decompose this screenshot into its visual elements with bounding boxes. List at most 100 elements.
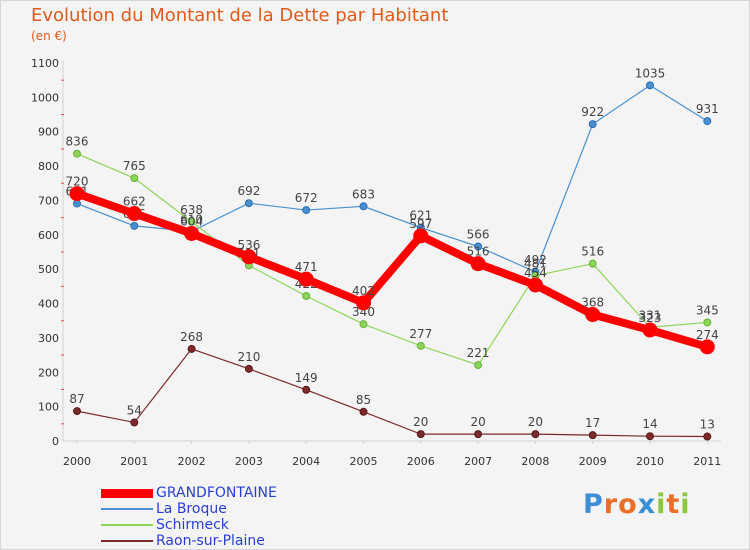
- legend-label: La Broque: [156, 501, 227, 517]
- data-point-la-broque: [588, 120, 597, 129]
- y-tick-label: 500: [38, 263, 59, 276]
- data-label-raon-sur-plaine: 20: [413, 415, 428, 429]
- data-label-raon-sur-plaine: 210: [237, 350, 260, 364]
- data-point-la-broque: [244, 199, 253, 208]
- data-label-raon-sur-plaine: 87: [69, 392, 84, 406]
- data-point-la-broque: [130, 221, 139, 230]
- data-point-grandfontaine: [585, 307, 601, 323]
- legend-label: Schirmeck: [156, 517, 229, 533]
- data-label-schirmeck: 331: [639, 308, 662, 322]
- legend-item: GRANDFONTAINE: [101, 485, 277, 501]
- data-point-la-broque: [302, 206, 311, 215]
- x-tick-label: 2004: [292, 455, 320, 468]
- data-point-grandfontaine: [642, 322, 658, 338]
- data-label-schirmeck: 345: [696, 303, 719, 317]
- y-tick-label: 600: [38, 229, 59, 242]
- data-point-raon-sur-plaine: [187, 344, 196, 353]
- data-point-raon-sur-plaine: [588, 431, 597, 440]
- y-tick-label: 700: [38, 194, 59, 207]
- data-point-la-broque: [474, 242, 483, 251]
- data-label-raon-sur-plaine: 85: [356, 393, 371, 407]
- x-tick-label: 2003: [235, 455, 263, 468]
- data-point-raon-sur-plaine: [703, 432, 712, 441]
- y-tick-label: 300: [38, 332, 59, 345]
- x-tick-label: 2001: [120, 455, 148, 468]
- data-point-la-broque: [359, 202, 368, 211]
- data-label-grandfontaine: 471: [295, 260, 318, 274]
- data-label-grandfontaine: 323: [639, 311, 662, 325]
- series-line-grandfontaine: [73, 189, 712, 351]
- y-tick-label: 200: [38, 366, 59, 379]
- data-point-grandfontaine: [413, 228, 429, 244]
- legend-label: Raon-sur-Plaine: [156, 533, 265, 549]
- logo-letter: t: [666, 489, 681, 520]
- data-point-grandfontaine: [527, 277, 543, 293]
- legend-swatch: [101, 488, 153, 498]
- logo-letter: i: [656, 489, 667, 520]
- data-label-schirmeck: 340: [352, 305, 375, 319]
- legend-item: Raon-sur-Plaine: [101, 533, 277, 549]
- data-label-grandfontaine: 402: [352, 284, 375, 298]
- data-point-schirmeck: [73, 149, 81, 158]
- data-point-grandfontaine: [126, 206, 142, 222]
- legend-swatch: [101, 508, 153, 510]
- x-tick-label: 2011: [693, 455, 721, 468]
- y-tick-label: 100: [38, 401, 59, 414]
- data-label-raon-sur-plaine: 54: [127, 403, 142, 417]
- data-label-raon-sur-plaine: 17: [585, 416, 600, 430]
- data-label-raon-sur-plaine: 14: [642, 417, 657, 431]
- y-tick-label: 800: [38, 160, 59, 173]
- chart-subtitle: (en €): [31, 29, 67, 43]
- y-tick-label: 1000: [31, 91, 59, 104]
- series-line-schirmeck: [76, 153, 708, 366]
- data-point-grandfontaine: [298, 271, 314, 287]
- data-label-raon-sur-plaine: 268: [180, 330, 203, 344]
- data-label-schirmeck: 516: [581, 245, 604, 259]
- data-point-la-broque: [646, 81, 654, 90]
- legend-item: La Broque: [101, 501, 277, 517]
- x-tick-label: 2008: [521, 455, 549, 468]
- x-tick-label: 2002: [178, 455, 206, 468]
- y-tick-label: 0: [52, 435, 59, 448]
- data-label-la-broque: 566: [467, 228, 490, 242]
- data-label-grandfontaine: 720: [66, 175, 89, 189]
- data-point-raon-sur-plaine: [646, 432, 654, 441]
- data-label-la-broque: 931: [696, 102, 719, 116]
- data-label-grandfontaine: 536: [237, 238, 260, 252]
- data-point-raon-sur-plaine: [244, 364, 253, 373]
- series-line-raon-sur-plaine: [76, 348, 708, 438]
- x-tick-label: 2009: [579, 455, 607, 468]
- data-label-la-broque: 621: [409, 209, 432, 223]
- x-tick-label: 2006: [407, 455, 435, 468]
- y-tick-label: 900: [38, 126, 59, 139]
- legend-label: GRANDFONTAINE: [156, 485, 277, 501]
- data-point-grandfontaine: [69, 186, 85, 202]
- data-point-grandfontaine: [241, 249, 257, 265]
- chart-title: Evolution du Montant de la Dette par Hab…: [31, 5, 449, 26]
- data-label-schirmeck: 277: [409, 327, 432, 341]
- data-point-schirmeck: [703, 318, 712, 327]
- data-point-schirmeck: [130, 174, 139, 183]
- data-label-grandfontaine: 274: [696, 328, 719, 342]
- legend-item: Schirmeck: [101, 517, 277, 533]
- data-label-grandfontaine: 368: [581, 296, 604, 310]
- data-label-schirmeck: 638: [180, 203, 203, 217]
- y-tick-label: 1100: [31, 57, 59, 70]
- proxiti-logo: Proxiti: [583, 489, 691, 520]
- data-label-raon-sur-plaine: 13: [700, 418, 715, 432]
- series-line-la-broque: [76, 84, 708, 273]
- data-label-la-broque: 922: [581, 105, 604, 119]
- y-tick-label: 400: [38, 298, 59, 311]
- data-point-raon-sur-plaine: [416, 430, 425, 439]
- data-label-la-broque: 1035: [635, 66, 666, 80]
- x-tick-label: 2000: [63, 455, 91, 468]
- data-label-schirmeck: 836: [66, 135, 89, 149]
- data-label-raon-sur-plaine: 149: [295, 371, 318, 385]
- data-label-grandfontaine: 516: [467, 245, 490, 259]
- chart-legend: GRANDFONTAINE La Broque Schirmeck Raon-sur-…: [101, 485, 277, 549]
- x-tick-label: 2005: [350, 455, 378, 468]
- logo-letter: P: [583, 489, 604, 520]
- logo-letter: r: [603, 489, 619, 520]
- data-label-la-broque: 672: [295, 191, 318, 205]
